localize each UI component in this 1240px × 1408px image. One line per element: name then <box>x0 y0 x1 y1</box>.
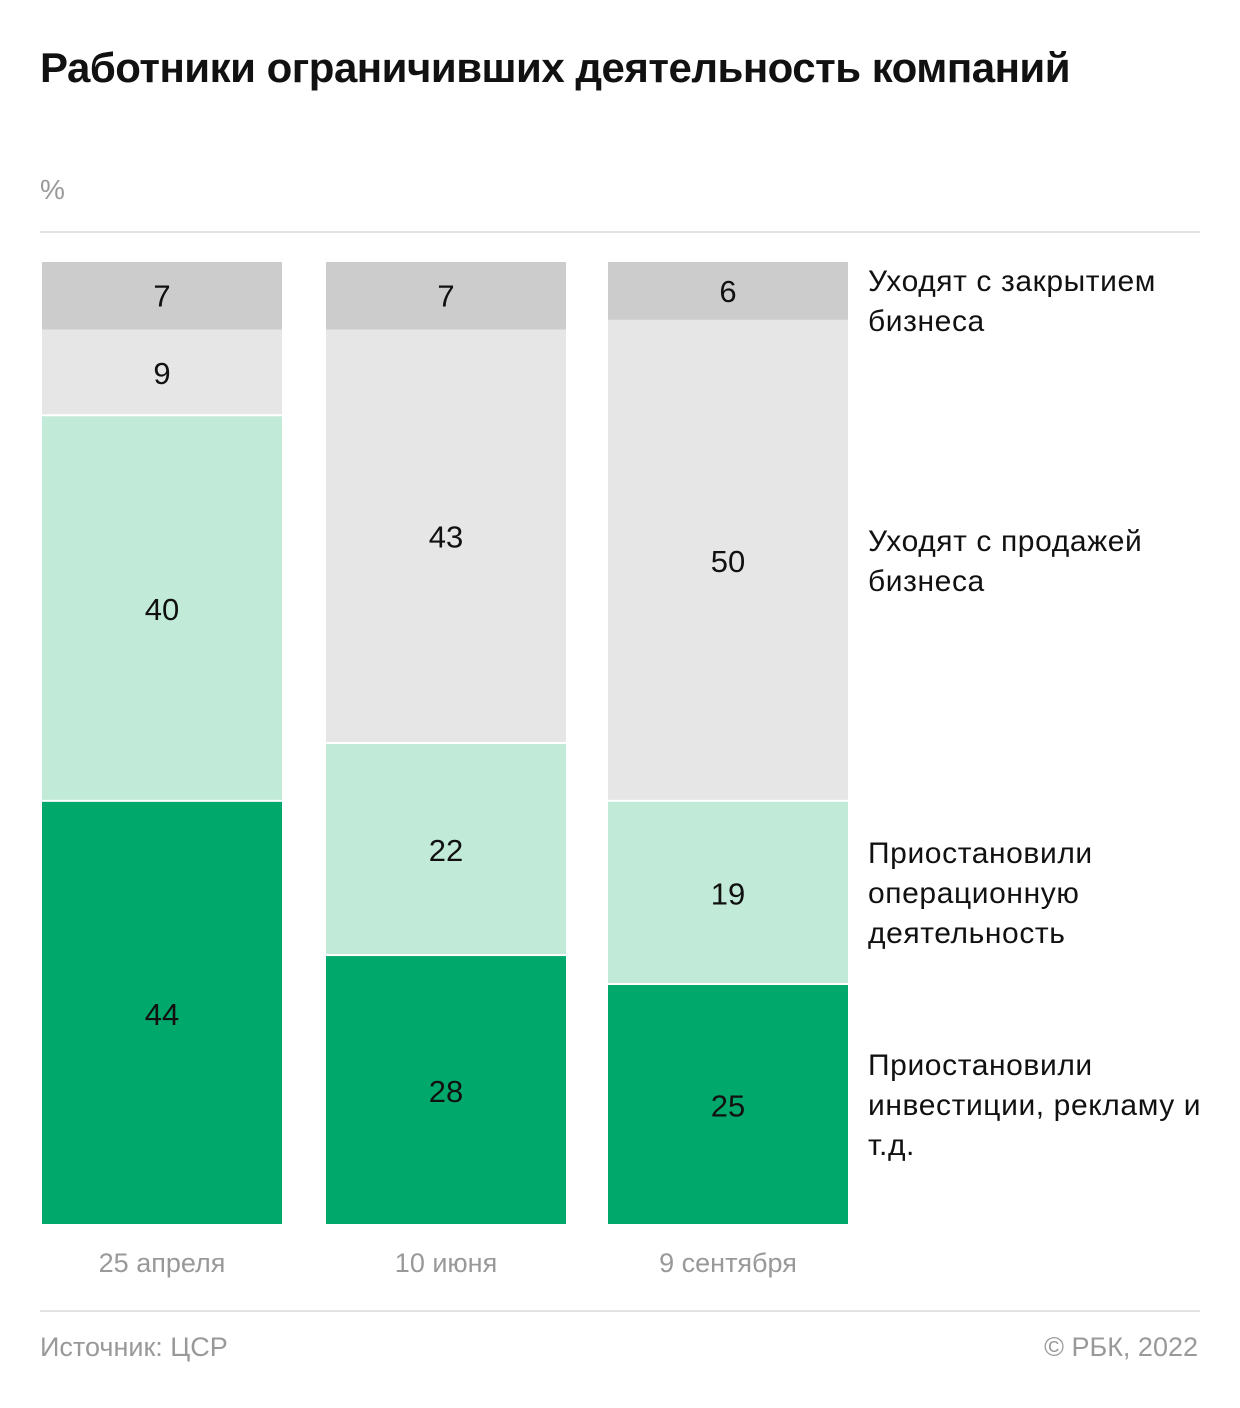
bar-segment-close-3 <box>608 262 848 320</box>
unit-label: % <box>40 174 65 205</box>
data-label-close-2: 7 <box>437 279 454 314</box>
source-note: Источник: ЦСР <box>40 1332 228 1362</box>
data-label-sale-3: 50 <box>711 544 745 579</box>
data-label-close-1: 7 <box>153 279 170 314</box>
bar-segment-operations-1 <box>42 416 282 800</box>
data-label-sale-1: 9 <box>153 356 170 391</box>
bar-segment-investments-1 <box>42 801 282 1224</box>
category-label-3: 9 сентября <box>659 1248 797 1278</box>
data-label-investments-1: 44 <box>145 997 179 1032</box>
chart-title: Работники ограничивших деятельность комп… <box>40 44 1071 91</box>
data-label-close-3: 6 <box>719 274 736 309</box>
bar-segment-close-2 <box>326 262 566 330</box>
bar-segment-close-1 <box>42 262 282 330</box>
bar-segment-investments-3 <box>608 985 848 1224</box>
legend-label-operations: Приостановили операционную деятельность <box>868 837 1093 950</box>
legend-label-sale: Уходят с продажей бизнеса <box>868 525 1143 598</box>
category-label-1: 25 апреля <box>99 1248 226 1278</box>
data-label-operations-3: 19 <box>711 876 745 911</box>
bar-segment-operations-3 <box>608 801 848 983</box>
bar-segment-operations-2 <box>326 744 566 955</box>
category-label-2: 10 июня <box>395 1248 497 1278</box>
legend-label-close: Уходят с закрытием бизнеса <box>868 265 1156 338</box>
bar-segment-sale-3 <box>608 319 848 800</box>
data-label-investments-2: 28 <box>429 1074 463 1109</box>
top-divider <box>40 231 1200 233</box>
data-label-operations-2: 22 <box>429 833 463 868</box>
data-label-sale-2: 43 <box>429 520 463 555</box>
bar-segment-investments-2 <box>326 956 566 1224</box>
legend-label-investments: Приостановили инвестиции, рекламу и т.д. <box>868 1049 1202 1162</box>
bar-segment-sale-2 <box>326 329 566 742</box>
bar-segment-sale-1 <box>42 329 282 415</box>
copyright-note: © РБК, 2022 <box>1044 1332 1198 1362</box>
data-label-operations-1: 40 <box>145 592 179 627</box>
bottom-divider <box>40 1310 1200 1312</box>
data-label-investments-3: 25 <box>711 1089 745 1124</box>
